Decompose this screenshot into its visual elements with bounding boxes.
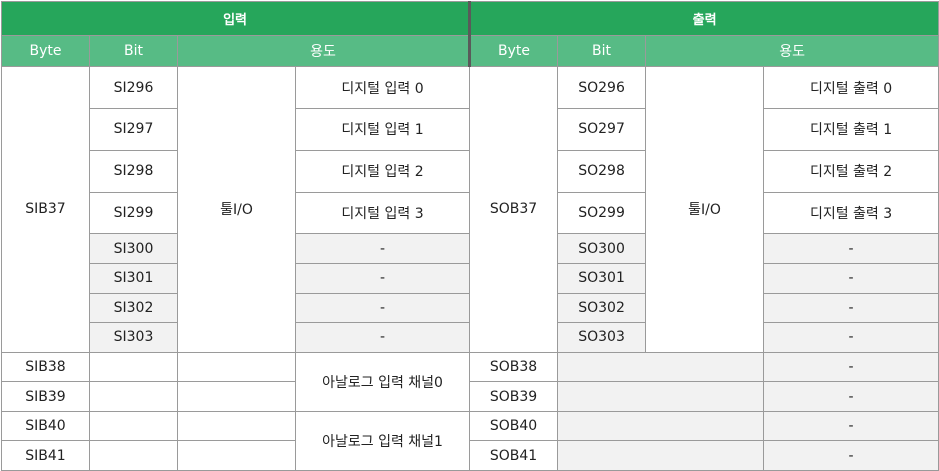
- output-extra-byte-cell: SOB39: [469, 381, 559, 412]
- output-bit-cell: SO300: [557, 233, 647, 264]
- input-analog-use-cell: 아날로그 입력 채널1: [294, 410, 471, 471]
- input-extra-bit-cell: [89, 410, 178, 442]
- input-extra-byte-cell: SIB40: [1, 410, 90, 442]
- output-extra-empty-cell: [557, 440, 765, 471]
- output-use-cell: -: [763, 322, 939, 353]
- input-extra-byte-cell: SIB39: [1, 381, 90, 412]
- output-use-cell: 디지털 출력 2: [763, 149, 939, 193]
- input-extra-bit-cell: [89, 351, 178, 383]
- input-use-cell: 디지털 입력 3: [294, 191, 471, 235]
- table-row: SIB39 SOB39 -: [1, 381, 939, 412]
- output-use-cell: 디지털 출력 3: [763, 191, 939, 235]
- input-extra-bit-cell: [89, 381, 178, 412]
- input-col-bit: Bit: [89, 34, 178, 68]
- output-extra-byte-cell: SOB38: [469, 351, 559, 383]
- input-use-cell: -: [294, 292, 471, 324]
- table-row: SI297 디지털 입력 1 SO297 디지털 출력 1: [2, 108, 939, 151]
- table-row: SIB41 SOB41 -: [1, 440, 939, 471]
- output-col-byte: Byte: [469, 34, 559, 68]
- table-row: SI298 디지털 입력 2 SO298 디지털 출력 2: [2, 149, 939, 193]
- table-row: SI303 - SO303 -: [2, 322, 939, 353]
- output-bit-cell: SO299: [557, 191, 647, 235]
- input-bit-cell: SI296: [89, 66, 178, 110]
- output-extra-empty-cell: [557, 410, 765, 442]
- header-row-columns: Byte Bit 용도 Byte Bit 용도: [1, 34, 939, 68]
- output-extra-byte-cell: SOB41: [469, 440, 559, 471]
- input-col-byte: Byte: [1, 34, 90, 68]
- output-use-cell: -: [763, 233, 939, 264]
- output-use-cell: 디지털 출력 0: [763, 66, 939, 110]
- input-extra-byte-cell: SIB38: [1, 351, 90, 383]
- output-title: 출력: [469, 1, 939, 36]
- input-extra-bit-cell: [89, 440, 178, 471]
- input-group-cell: 툴I/O: [177, 66, 296, 353]
- output-extra-use-cell: -: [763, 410, 939, 442]
- output-use-cell: -: [763, 292, 939, 324]
- input-bit-cell: SI297: [89, 108, 178, 151]
- output-byte-cell: SOB37: [469, 66, 559, 353]
- output-extra-empty-cell: [557, 351, 765, 383]
- output-bit-cell: SO296: [557, 66, 647, 110]
- input-use-cell: 디지털 입력 0: [294, 66, 471, 110]
- output-bit-cell: SO298: [557, 149, 647, 193]
- input-extra-group-cell: [177, 410, 296, 442]
- output-col-bit: Bit: [557, 34, 647, 68]
- input-extra-group-cell: [177, 381, 296, 412]
- input-title: 입력: [0, 1, 472, 36]
- output-extra-use-cell: -: [763, 381, 939, 412]
- output-col-use: 용도: [645, 34, 939, 68]
- table-row: SIB38 아날로그 입력 채널0 SOB38 -: [1, 351, 939, 412]
- input-use-cell: -: [294, 233, 471, 264]
- input-bit-cell: SI298: [89, 149, 178, 193]
- table-row: SI302 - SO302 -: [2, 292, 939, 324]
- input-use-cell: -: [294, 322, 471, 353]
- header-row-main: 입력 출력: [0, 1, 939, 36]
- input-analog-use-cell: 아날로그 입력 채널0: [294, 351, 471, 412]
- input-extra-byte-cell: SIB41: [1, 440, 90, 471]
- output-extra-byte-cell: SOB40: [469, 410, 559, 442]
- input-bit-cell: SI302: [89, 292, 178, 324]
- output-extra-use-cell: -: [763, 440, 939, 471]
- input-extra-group-cell: [177, 351, 296, 383]
- output-extra-empty-cell: [557, 381, 765, 412]
- input-extra-group-cell: [177, 440, 296, 471]
- input-bit-cell: SI300: [89, 233, 178, 264]
- output-bit-cell: SO301: [557, 262, 647, 294]
- input-bit-cell: SI299: [89, 191, 178, 235]
- output-bit-cell: SO302: [557, 292, 647, 324]
- output-use-cell: -: [763, 262, 939, 294]
- output-use-cell: 디지털 출력 1: [763, 108, 939, 151]
- input-col-use: 용도: [176, 34, 472, 68]
- input-bit-cell: SI303: [89, 322, 178, 353]
- output-bit-cell: SO303: [557, 322, 647, 353]
- input-use-cell: 디지털 입력 2: [294, 149, 471, 193]
- output-bit-cell: SO297: [557, 108, 647, 151]
- table-row: SI301 - SO301 -: [2, 262, 939, 294]
- output-group-cell: 툴I/O: [645, 66, 765, 353]
- table-row: SIB37 SI296 툴I/O 디지털 입력 0 SOB37 SO296 툴I…: [1, 66, 939, 353]
- output-extra-use-cell: -: [763, 351, 939, 383]
- input-byte-cell: SIB37: [1, 66, 90, 353]
- input-bit-cell: SI301: [89, 262, 178, 294]
- input-use-cell: -: [294, 262, 471, 294]
- table-row: SI299 디지털 입력 3 SO299 디지털 출력 3: [2, 191, 939, 235]
- table-row: SIB40 아날로그 입력 채널1 SOB40 -: [1, 410, 939, 471]
- table-row: SI300 - SO300 -: [2, 233, 939, 264]
- input-use-cell: 디지털 입력 1: [294, 108, 471, 151]
